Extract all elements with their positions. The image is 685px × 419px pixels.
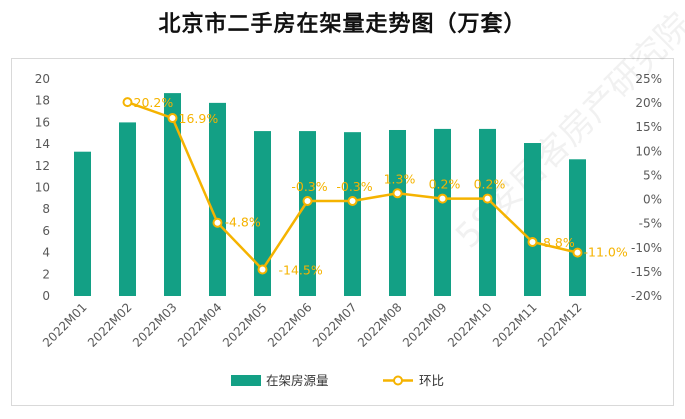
data-label-2022M12: -11.0%: [584, 245, 628, 260]
x-tick-2022M12: 2022M12: [535, 300, 585, 350]
line-point-2022M09: [437, 193, 448, 204]
bar-2022M08: [389, 129, 406, 296]
x-tick-2022M09: 2022M09: [400, 300, 450, 350]
x-tick-2022M04: 2022M04: [175, 300, 225, 350]
data-label-2022M07: -0.3%: [336, 179, 372, 194]
line-point-2022M07: [347, 196, 358, 207]
x-tick-2022M02: 2022M02: [85, 300, 135, 350]
bar-2022M06: [299, 131, 316, 296]
data-label-2022M05: -14.5%: [279, 262, 323, 277]
x-tick-2022M11: 2022M11: [490, 300, 540, 350]
x-tick-2022M01: 2022M01: [40, 300, 90, 350]
line-point-2022M10: [482, 193, 493, 204]
data-label-2022M03: 16.9%: [179, 111, 219, 126]
x-tick-2022M03: 2022M03: [130, 300, 180, 350]
y-right-tick: -10%: [631, 241, 662, 255]
bar-2022M02: [119, 122, 136, 297]
legend-marker-line: [393, 375, 403, 386]
y-left-tick: 8: [42, 202, 50, 216]
y-left-tick: 4: [42, 246, 50, 260]
line-point-2022M06: [302, 196, 313, 207]
y-right-tick: 25%: [635, 72, 662, 86]
data-label-2022M09: 0.2%: [429, 177, 461, 192]
y-right-tick: 20%: [635, 96, 662, 110]
y-left-tick: 16: [35, 115, 50, 129]
y-right-tick: -20%: [631, 289, 662, 303]
x-tick-2022M08: 2022M08: [355, 300, 405, 350]
line-point-2022M05: [257, 264, 268, 275]
x-tick-2022M07: 2022M07: [310, 300, 360, 350]
data-label-2022M11: -8.8%: [539, 235, 575, 250]
bar-2022M11: [524, 143, 541, 296]
bar-2022M03: [164, 93, 181, 296]
line-point-2022M04: [212, 217, 223, 228]
bar-2022M10: [479, 128, 496, 296]
chart-frame: [11, 58, 674, 406]
y-right-tick: 0%: [643, 193, 662, 207]
bar-2022M07: [344, 132, 361, 296]
data-label-2022M04: -4.8%: [225, 215, 261, 230]
y-right-tick: 5%: [643, 168, 662, 182]
line-point-2022M11: [527, 236, 538, 247]
y-left-tick: 12: [35, 159, 50, 173]
y-left-tick: 18: [35, 94, 50, 108]
y-right-tick: -5%: [639, 217, 662, 231]
y-left-tick: 14: [35, 137, 50, 151]
y-left-tick: 10: [35, 181, 50, 195]
bar-2022M12: [569, 159, 586, 296]
legend-label-line: 环比: [419, 373, 444, 388]
legend-label-bar: 在架房源量: [266, 373, 329, 388]
y-left-tick: 6: [42, 224, 50, 238]
data-label-2022M08: 1.3%: [384, 171, 416, 186]
data-label-2022M02: 20.2%: [134, 95, 174, 110]
legend-swatch-bar: [231, 375, 261, 386]
bar-2022M09: [434, 128, 451, 296]
chart-title: 北京市二手房在架量走势图（万套）: [158, 12, 527, 37]
y-left-tick: 20: [35, 72, 50, 86]
line-point-2022M03: [167, 113, 178, 124]
y-left-tick: 2: [42, 267, 50, 281]
line-point-2022M12: [572, 247, 583, 258]
y-right-tick: -15%: [631, 265, 662, 279]
x-tick-2022M06: 2022M06: [265, 300, 315, 350]
y-right-tick: 10%: [635, 144, 662, 158]
bar-2022M05: [254, 131, 271, 296]
x-tick-2022M05: 2022M05: [220, 300, 270, 350]
bar-2022M01: [74, 151, 91, 296]
y-left-tick: 0: [42, 289, 50, 303]
bar-2022M04: [209, 102, 226, 297]
y-right-tick: 15%: [635, 120, 662, 134]
x-tick-2022M10: 2022M10: [445, 300, 495, 350]
data-label-2022M10: 0.2%: [474, 177, 506, 192]
data-label-2022M06: -0.3%: [291, 179, 327, 194]
line-point-2022M02: [122, 97, 133, 108]
line-point-2022M08: [392, 188, 403, 199]
